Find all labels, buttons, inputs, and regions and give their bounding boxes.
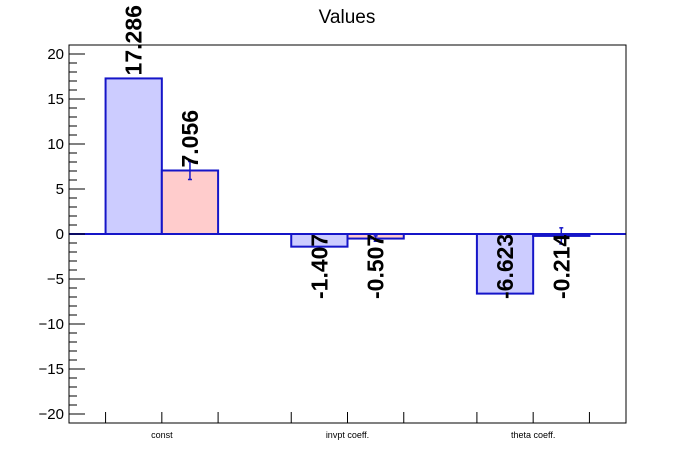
y-tick-label: −10 bbox=[39, 316, 64, 333]
y-tick-label: −15 bbox=[39, 361, 64, 378]
x-category-label: invpt coeff. bbox=[326, 430, 369, 440]
y-tick-label: 0 bbox=[56, 226, 64, 243]
chart-axes: −20 −15 −10 −5 0 5 10 15 20 const invpt coeff. thet… bbox=[39, 46, 590, 440]
value-label: -1.407 bbox=[306, 234, 332, 299]
y-tick-label: −20 bbox=[39, 406, 64, 423]
y-tick-label: 20 bbox=[47, 46, 64, 63]
value-label: -0.214 bbox=[548, 234, 574, 299]
chart-title: Values bbox=[319, 7, 376, 28]
y-tick-label: −5 bbox=[47, 271, 64, 288]
x-category-label: const bbox=[151, 430, 173, 440]
y-tick-label: 5 bbox=[56, 181, 64, 198]
value-label: -6.623 bbox=[492, 234, 518, 299]
plot-frame bbox=[68, 44, 627, 424]
bar bbox=[104, 77, 163, 236]
y-tick-label: 10 bbox=[47, 136, 64, 153]
bar bbox=[475, 233, 535, 295]
x-category-label: theta coeff. bbox=[511, 430, 555, 440]
value-label: -0.507 bbox=[363, 234, 389, 299]
value-label: 17.286 bbox=[121, 5, 147, 75]
y-tick-label: 15 bbox=[47, 91, 64, 108]
chart-marks: 17.286 -1.407 -6.623 7.056 -0.507 -0.214 bbox=[69, 5, 626, 299]
value-label: 7.056 bbox=[177, 110, 203, 168]
